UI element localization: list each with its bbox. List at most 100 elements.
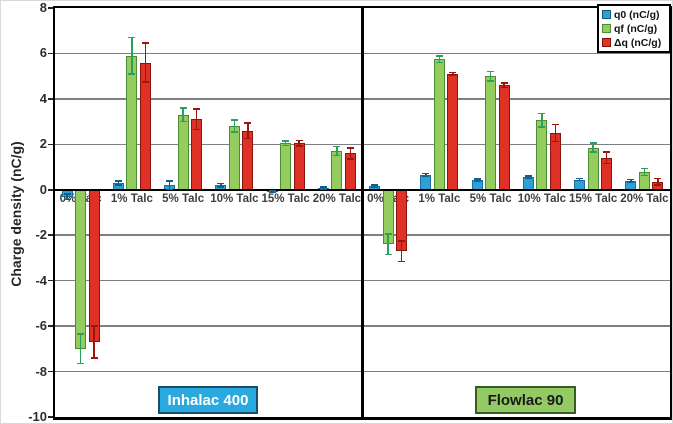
error-bar-cap bbox=[179, 107, 187, 109]
x-category-label: 1% Talc bbox=[110, 193, 153, 205]
y-tick-mark bbox=[48, 234, 54, 237]
error-bar-cap bbox=[640, 174, 648, 177]
error-bar-cap bbox=[346, 146, 354, 149]
y-tick-label: 0 bbox=[39, 181, 47, 197]
error-bar-cap bbox=[576, 179, 584, 182]
y-tick-label: 8 bbox=[39, 0, 47, 15]
error-bar-line bbox=[373, 185, 376, 188]
error-bar-line bbox=[503, 82, 505, 88]
bar-qf bbox=[126, 55, 138, 190]
legend-label: Δq (nC/g) bbox=[614, 36, 662, 49]
error-bar-cap bbox=[141, 81, 149, 83]
error-bar-line bbox=[349, 147, 352, 160]
error-bar-line bbox=[425, 173, 427, 177]
bar-qf bbox=[228, 126, 240, 190]
error-bar-line bbox=[400, 240, 403, 262]
error-bar-cap bbox=[589, 151, 597, 154]
error-bar-line bbox=[489, 71, 492, 81]
error-bar-cap bbox=[244, 137, 252, 140]
error-bar-cap bbox=[589, 142, 597, 144]
bar-dq bbox=[447, 73, 459, 190]
y-tick-mark bbox=[48, 279, 54, 282]
y-tick-label: -10 bbox=[28, 409, 47, 424]
error-bar-cap bbox=[398, 260, 406, 263]
error-bar-cap bbox=[524, 177, 532, 180]
error-bar-cap bbox=[654, 184, 662, 187]
bar-qf bbox=[433, 59, 445, 190]
x-category-label: 1% Talc bbox=[418, 193, 461, 205]
error-bar-line bbox=[592, 143, 594, 153]
error-bar-cap bbox=[576, 177, 584, 180]
error-bar-cap bbox=[640, 167, 648, 170]
error-bar-cap bbox=[217, 186, 225, 188]
error-bar-cap bbox=[333, 145, 341, 148]
panel-label-flowlac-90: Flowlac 90 bbox=[475, 386, 576, 414]
error-bar-cap bbox=[487, 79, 495, 82]
bar-dq bbox=[498, 85, 510, 190]
error-bar-line bbox=[322, 187, 325, 190]
error-bar-line bbox=[182, 107, 184, 122]
plot-border-right bbox=[670, 5, 672, 420]
error-bar-cap bbox=[166, 180, 174, 182]
error-bar-line bbox=[93, 326, 95, 358]
x-category-label: 10% Talc bbox=[210, 193, 259, 205]
error-bar-line bbox=[144, 43, 147, 82]
error-bar-cap bbox=[603, 151, 611, 154]
panel-label-inhalac-400-text: Inhalac 400 bbox=[167, 391, 249, 409]
legend-label: qf (nC/g) bbox=[614, 22, 658, 35]
error-bar-cap bbox=[193, 128, 201, 131]
error-bar-cap bbox=[217, 182, 225, 185]
y-tick-mark bbox=[48, 143, 54, 146]
error-bar-line bbox=[605, 152, 608, 164]
error-bar-line bbox=[195, 109, 198, 130]
error-bar-cap bbox=[346, 158, 354, 160]
error-bar-cap bbox=[398, 240, 406, 242]
legend-item: qf (nC/g) bbox=[602, 22, 667, 35]
y-tick-mark bbox=[48, 188, 54, 191]
error-bar-cap bbox=[90, 325, 98, 327]
error-bar-line bbox=[541, 113, 543, 128]
error-bar-cap bbox=[627, 181, 635, 183]
error-bar-line bbox=[66, 193, 68, 200]
y-tick-label: 2 bbox=[39, 136, 47, 152]
error-bar-line bbox=[630, 179, 632, 182]
y-tick-mark bbox=[48, 52, 54, 55]
y-tick-label: -8 bbox=[35, 363, 47, 379]
error-bar-line bbox=[578, 178, 581, 181]
panel-divider bbox=[361, 5, 364, 420]
bar-qf bbox=[536, 120, 548, 190]
bar-qf bbox=[177, 114, 189, 190]
x-category-label: 10% Talc bbox=[517, 193, 567, 205]
error-bar-cap bbox=[282, 144, 290, 147]
legend-label: q0 (nC/g) bbox=[614, 8, 660, 21]
error-bar-cap bbox=[319, 186, 327, 188]
error-bar-line bbox=[117, 181, 120, 185]
bar-qf bbox=[485, 76, 497, 190]
y-tick-mark bbox=[48, 416, 54, 418]
error-bar-line bbox=[554, 124, 557, 142]
error-bar-cap bbox=[141, 42, 149, 44]
error-bar-cap bbox=[282, 140, 290, 142]
bar-qf bbox=[331, 151, 343, 190]
y-tick-label: 6 bbox=[39, 45, 47, 61]
error-bar-cap bbox=[114, 183, 122, 186]
error-bar-cap bbox=[435, 54, 443, 57]
error-bar-cap bbox=[500, 82, 508, 84]
legend-swatch bbox=[602, 38, 611, 47]
y-axis-title: Charge density (nC/g) bbox=[8, 141, 24, 287]
bar-dq bbox=[293, 143, 305, 190]
error-bar-cap bbox=[435, 61, 443, 64]
y-tick-label: 4 bbox=[39, 90, 47, 106]
y-tick-label: -4 bbox=[35, 272, 47, 288]
error-bar-line bbox=[336, 146, 338, 156]
error-bar-line bbox=[220, 183, 222, 187]
error-bar-line bbox=[271, 190, 273, 193]
error-bar-line bbox=[131, 37, 133, 74]
error-bar-cap bbox=[166, 188, 174, 191]
x-category-label: 20% Talc bbox=[312, 193, 362, 205]
error-bar-line bbox=[79, 334, 82, 364]
error-bar-cap bbox=[524, 175, 532, 177]
error-bar-cap bbox=[538, 112, 546, 115]
error-bar-line bbox=[233, 120, 236, 133]
